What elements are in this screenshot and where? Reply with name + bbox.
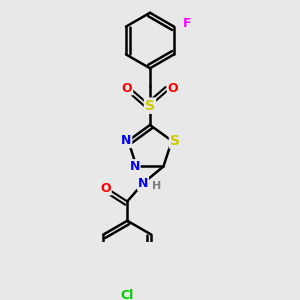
Text: O: O	[122, 82, 132, 94]
Text: N: N	[138, 177, 148, 190]
Text: F: F	[183, 16, 192, 29]
Text: O: O	[168, 82, 178, 94]
Text: O: O	[100, 182, 111, 195]
Text: H: H	[152, 181, 161, 191]
Text: Cl: Cl	[121, 289, 134, 300]
Text: N: N	[121, 134, 131, 147]
Text: S: S	[145, 99, 155, 113]
Text: N: N	[129, 160, 140, 173]
Text: S: S	[170, 134, 180, 148]
